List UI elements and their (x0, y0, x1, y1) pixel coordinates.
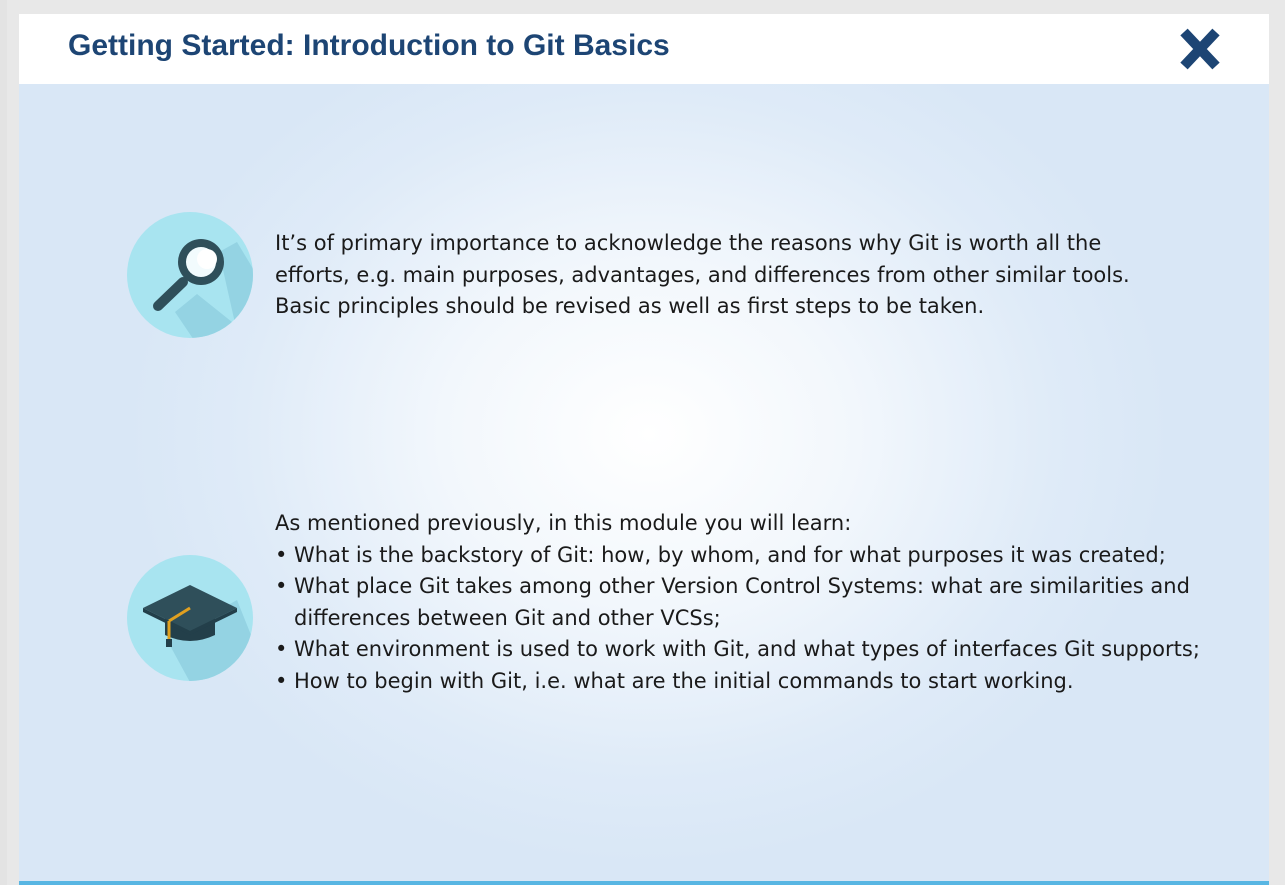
close-button[interactable] (1174, 24, 1226, 74)
learning-goals: As mentioned previously, in this module … (275, 508, 1225, 697)
intro-paragraph: It’s of primary importance to acknowledg… (275, 231, 1130, 318)
page-title: Getting Started: Introduction to Git Bas… (68, 29, 670, 62)
graduation-cap-icon (127, 555, 253, 681)
dialog-panel: Getting Started: Introduction to Git Bas… (19, 14, 1269, 885)
learning-intro: As mentioned previously, in this module … (275, 511, 852, 535)
list-item: How to begin with Git, i.e. what are the… (275, 666, 1225, 698)
content-area: It’s of primary importance to acknowledg… (19, 84, 1269, 881)
list-item: What is the backstory of Git: how, by wh… (275, 540, 1225, 572)
learning-list: What is the backstory of Git: how, by wh… (275, 540, 1225, 698)
bottom-bar (19, 881, 1269, 885)
close-icon (1180, 28, 1220, 70)
magnifier-icon (127, 212, 253, 338)
list-item: What place Git takes among other Version… (275, 571, 1225, 634)
list-item: What environment is used to work with Gi… (275, 634, 1225, 666)
dialog-header: Getting Started: Introduction to Git Bas… (19, 14, 1269, 84)
